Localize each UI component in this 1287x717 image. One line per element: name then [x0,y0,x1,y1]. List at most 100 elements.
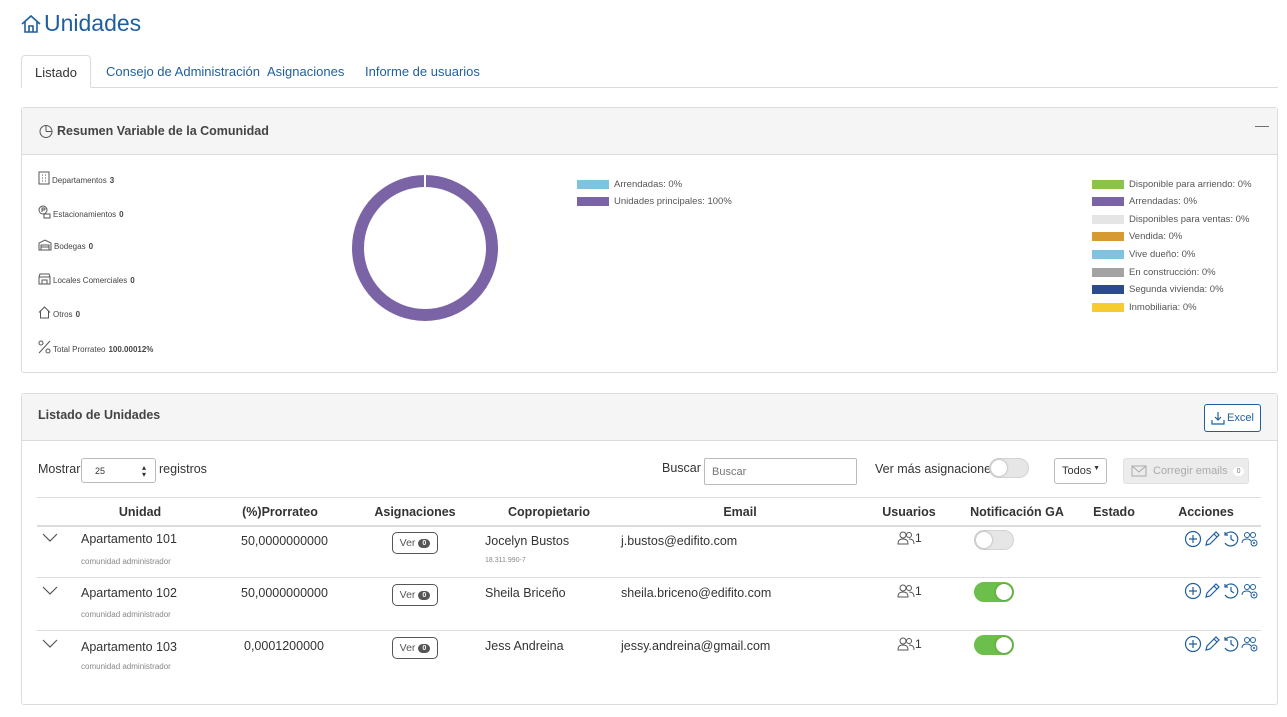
add-circle-icon[interactable] [1184,635,1202,653]
legend-right-item: Segunda vivienda: 0% [1092,284,1224,295]
more-assign-label: Ver más asignaciones [875,462,998,476]
legend-swatch [1092,197,1124,206]
users-icon [897,637,915,651]
legend-swatch [577,197,609,206]
col-acciones[interactable]: Acciones [1178,505,1234,519]
search-label: Buscar [662,461,701,475]
stat-locales: Locales Comerciales 0 [38,273,135,285]
home-icon [38,306,51,319]
legend-right-item: Inmobiliaria: 0% [1092,302,1197,313]
assign-view-button[interactable]: Ver 0 [392,584,438,606]
col-email[interactable]: Email [723,505,757,519]
edit-icon[interactable] [1203,530,1221,548]
row-actions [1184,582,1259,600]
excel-button[interactable]: Excel [1204,404,1261,432]
legend-swatch [1092,268,1124,277]
notification-toggle[interactable] [974,530,1014,550]
row-actions [1184,530,1259,548]
owner-email: jessy.andreina@gmail.com [621,639,771,653]
storage-icon [38,239,52,251]
row-divider [37,577,1261,578]
table-top-rule [37,497,1261,498]
pie-chart-icon [39,125,53,138]
search-input[interactable] [704,458,857,485]
manage-users-icon[interactable] [1241,582,1259,600]
notification-toggle[interactable] [974,582,1014,602]
stat-bodegas: Bodegas 0 [38,239,93,251]
assign-view-button[interactable]: Ver 0 [392,637,438,659]
add-circle-icon[interactable] [1184,530,1202,548]
stat-total-prorrateo: Total Prorrateo 100.00012% [38,340,153,354]
show-label: Mostrar [38,462,81,476]
summary-card: Resumen Variable de la Comunidad — Depar… [21,107,1278,373]
fix-emails-button[interactable]: Corregir emails 0 [1123,458,1249,484]
chevron-down-icon[interactable] [42,533,58,543]
legend-swatch [1092,303,1124,312]
notification-toggle[interactable] [974,635,1014,655]
legend-right-item: Vive dueño: 0% [1092,249,1195,260]
edit-icon[interactable] [1203,582,1221,600]
col-notificacion[interactable]: Notificación GA [970,505,1064,519]
owner-name: Sheila Briceño [485,586,566,600]
legend-right-item: Disponibles para ventas: 0% [1092,214,1249,225]
fix-emails-badge: 0 [1232,466,1245,476]
donut-gap [424,173,426,189]
assign-view-button[interactable]: Ver 0 [392,532,438,554]
owner-email: j.bustos@edifito.com [621,534,738,548]
legend-swatch [1092,215,1124,224]
tab-asignaciones[interactable]: Asignaciones [267,64,345,79]
listing-title: Listado de Unidades [38,408,161,422]
parking-icon [38,205,51,219]
legend-right-item: En construcción: 0% [1092,267,1216,278]
history-icon[interactable] [1222,635,1240,653]
add-circle-icon[interactable] [1184,582,1202,600]
col-copropietario[interactable]: Copropietario [508,505,590,519]
summary-header: Resumen Variable de la Comunidad — [22,108,1277,155]
toggle-knob [991,460,1007,476]
filter-select[interactable]: Todos ▼ [1054,458,1107,484]
share-value: 0,0001200000 [244,639,324,653]
legend-swatch [1092,232,1124,241]
tab-consejo[interactable]: Consejo de Administración [106,64,260,79]
chevron-down-icon[interactable] [42,639,58,649]
history-icon[interactable] [1222,582,1240,600]
tab-listado[interactable]: Listado [21,55,91,88]
col-unidad[interactable]: Unidad [118,505,162,519]
manage-users-icon[interactable] [1241,635,1259,653]
page-title: Unidades [20,10,141,37]
legend-swatch [577,180,609,189]
owner-email: sheila.briceno@edifito.com [621,586,772,600]
toggle-knob [996,637,1012,653]
download-icon [1211,412,1225,425]
users-count[interactable]: 1 [897,531,922,545]
col-prorrateo[interactable]: (%)Prorrateo [242,505,318,519]
tab-informe-usuarios[interactable]: Informe de usuarios [365,64,480,79]
history-icon[interactable] [1222,530,1240,548]
users-count[interactable]: 1 [897,584,922,598]
caret-down-icon: ▼ [1093,465,1100,472]
percent-icon [38,340,51,354]
home-icon [21,14,41,33]
users-count[interactable]: 1 [897,637,922,651]
legend-left-item: Unidades principales: 100% [577,196,732,207]
edit-icon[interactable] [1203,635,1221,653]
col-usuarios[interactable]: Usuarios [882,505,936,519]
users-icon [897,584,915,598]
donut-chart [352,173,498,321]
legend-swatch [1092,180,1124,189]
stat-departamentos: Departamentos 3 [38,171,114,185]
toggle-knob [996,584,1012,600]
chevron-down-icon[interactable] [42,586,58,596]
page-title-text: Unidades [44,10,142,36]
collapse-button[interactable]: — [1255,117,1269,133]
col-asignaciones[interactable]: Asignaciones [374,505,456,519]
unit-sub: comunidad administrador [81,557,171,566]
legend-left-item: Arrendadas: 0% [577,179,682,190]
owner-sub: 18.311.990-7 [485,557,526,564]
owner-name: Jess Andreina [485,639,564,653]
manage-users-icon[interactable] [1241,530,1259,548]
page-size-select[interactable]: 25 ▴ ▾ [81,458,156,483]
stat-estacionamientos: Estacionamientos 0 [38,205,124,219]
col-estado[interactable]: Estado [1093,505,1135,519]
more-assign-toggle[interactable] [989,458,1029,478]
